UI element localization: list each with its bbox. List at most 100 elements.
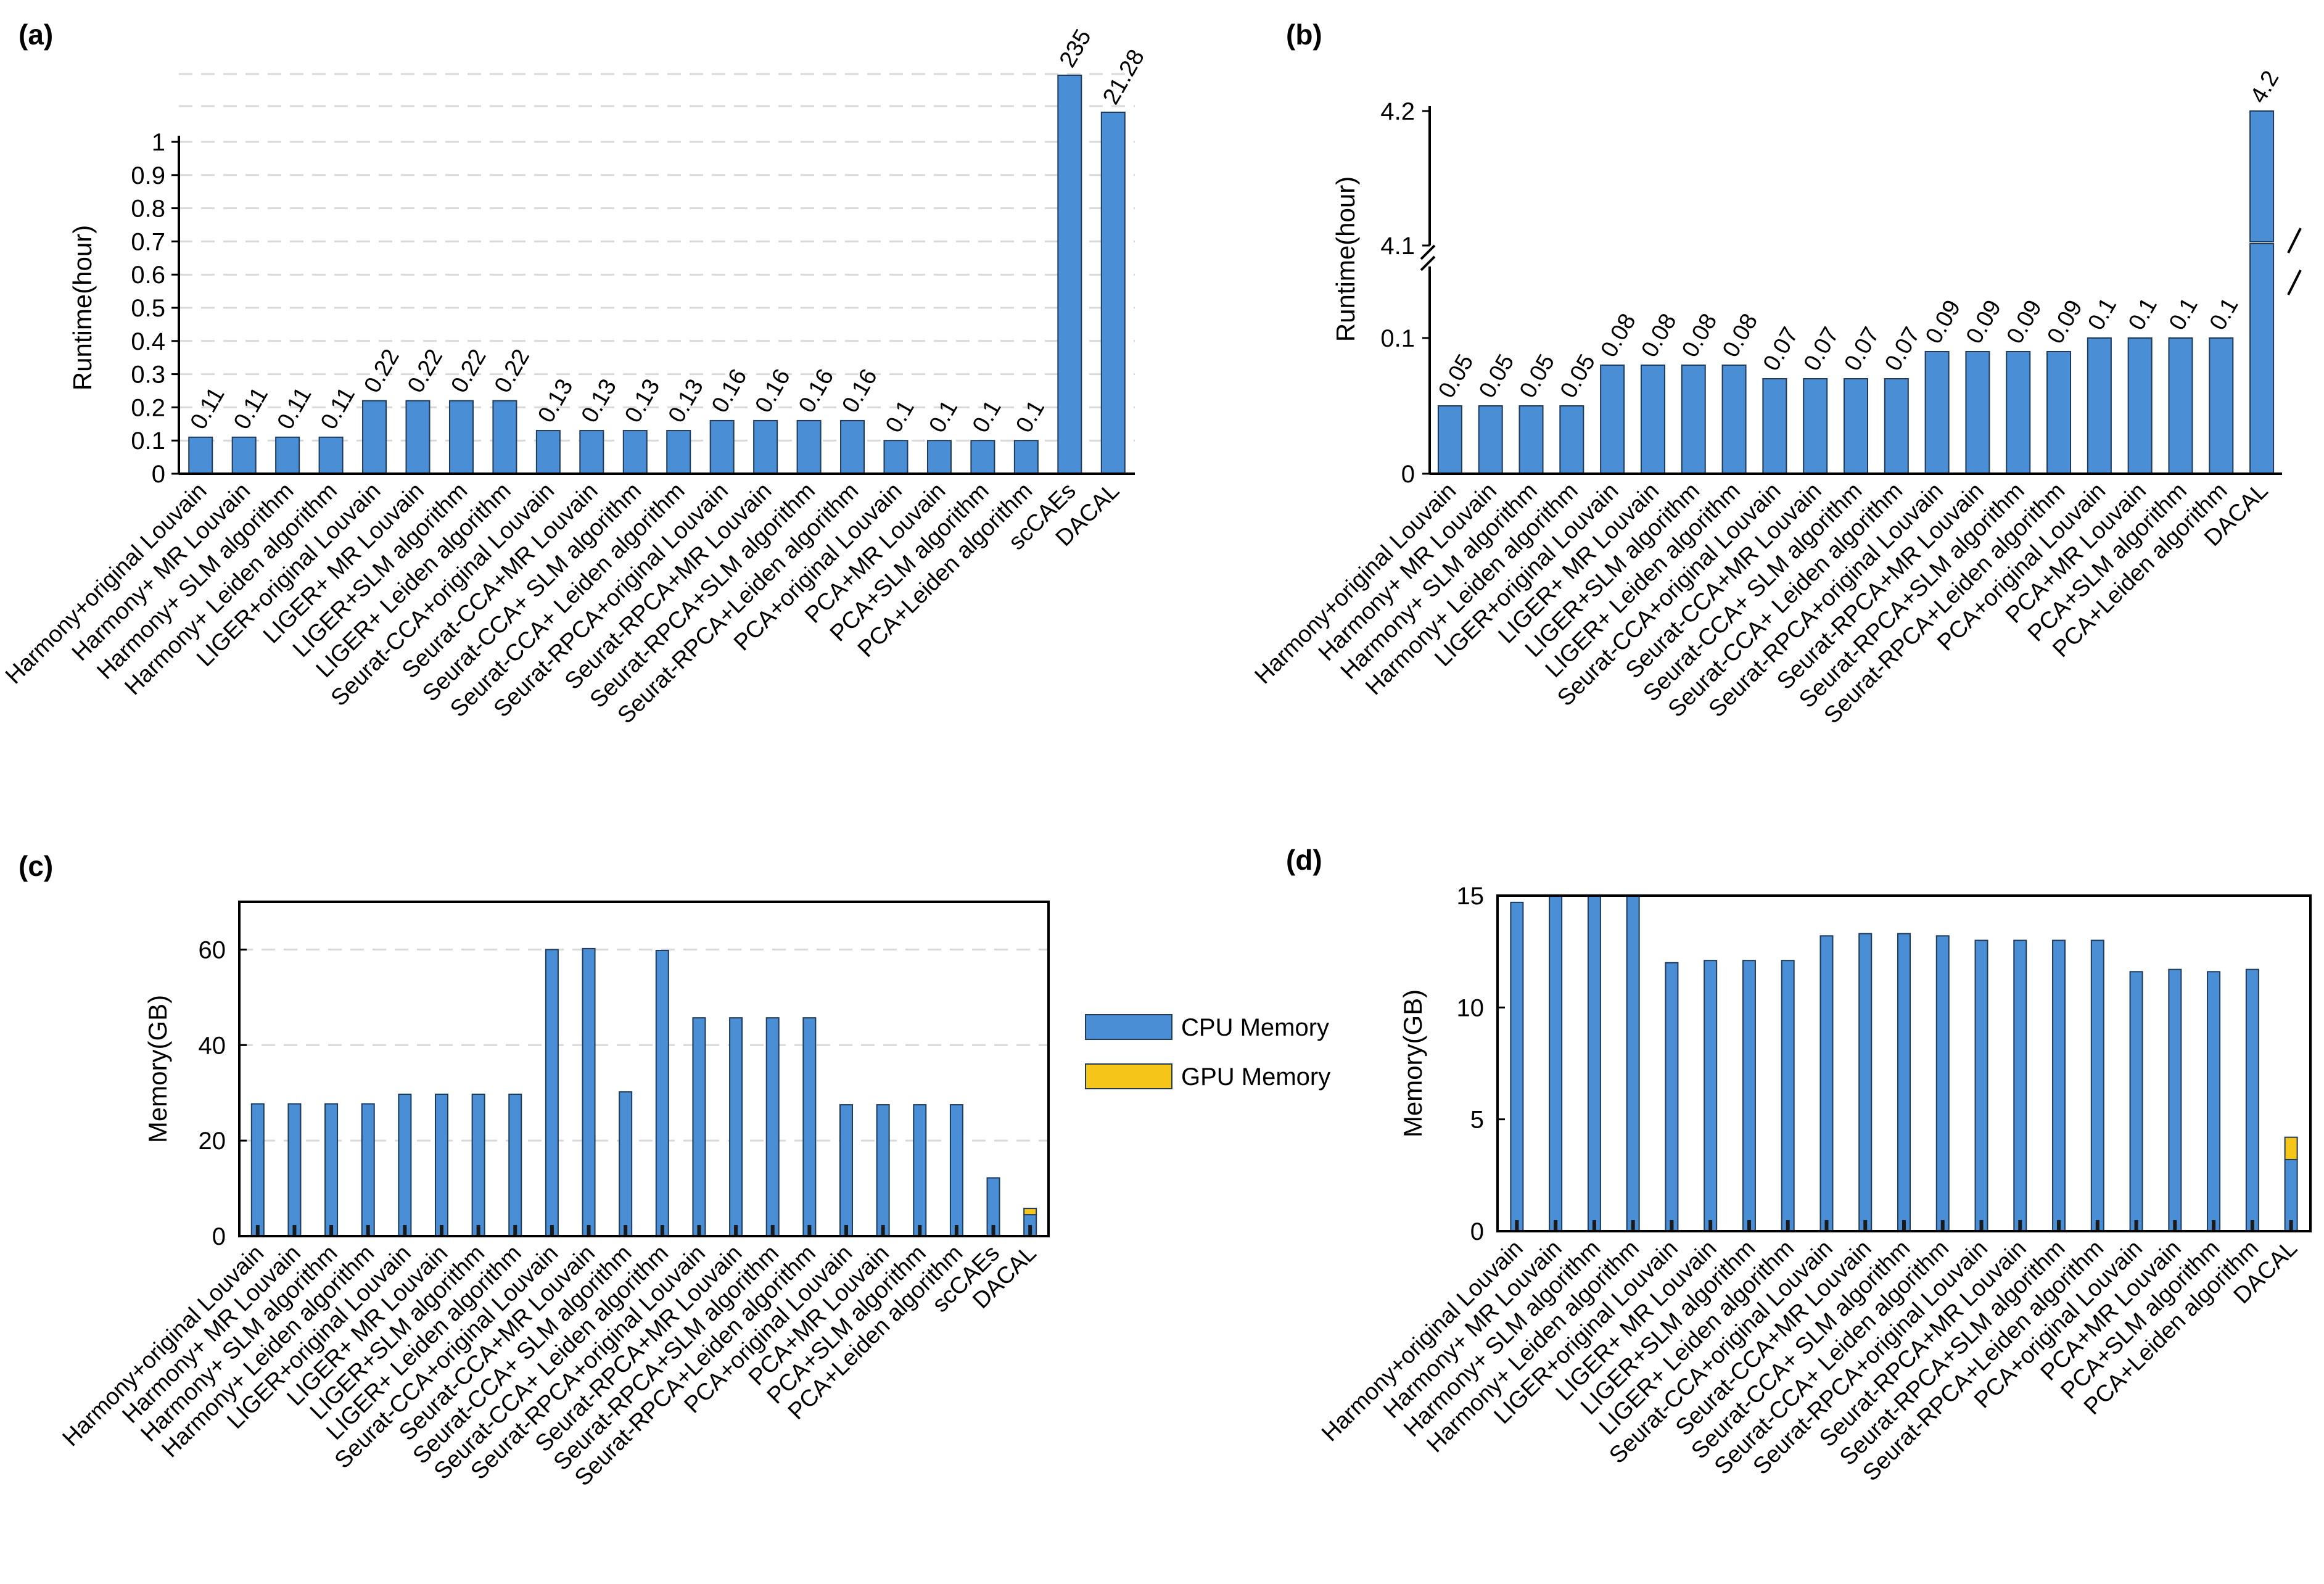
bar-base-mark — [2095, 1220, 2099, 1231]
bar-base-mark — [918, 1225, 922, 1236]
bar-cpu — [1549, 895, 1563, 1232]
bar-cpu — [655, 949, 669, 1237]
bar-cpu — [435, 1094, 448, 1237]
y-tick-label: 0.1 — [1380, 325, 1415, 352]
bar-cpu — [2013, 939, 2027, 1232]
bar — [1437, 405, 1462, 474]
bar-cpu — [2245, 968, 2259, 1232]
y-tick-label: 40 — [199, 1032, 226, 1059]
y-tick-label: 0 — [1401, 461, 1415, 488]
bar-base-mark — [1515, 1220, 1519, 1231]
bar — [535, 430, 561, 474]
plot-frame — [238, 901, 1050, 1237]
bar-base-mark — [991, 1225, 995, 1236]
bar-base-mark — [255, 1225, 260, 1236]
bar-cpu — [582, 947, 596, 1237]
bar-base-mark — [329, 1225, 334, 1236]
bar — [2209, 337, 2234, 474]
bar-cpu — [729, 1017, 743, 1237]
plot-frame — [1496, 894, 2312, 1232]
bar — [492, 400, 517, 475]
bar-cpu — [324, 1103, 339, 1237]
bar-base-mark — [403, 1225, 407, 1236]
bar — [405, 400, 431, 475]
bar — [2127, 337, 2153, 474]
bar-base-mark — [770, 1225, 775, 1236]
bar-base-mark — [2018, 1220, 2022, 1231]
bar — [666, 430, 691, 474]
y-axis-label: Memory(GB) — [1398, 989, 1427, 1137]
bar — [1924, 351, 1950, 474]
y-tick-label: 4.2 — [1380, 98, 1415, 125]
y-tick-label: 1 — [152, 129, 165, 156]
bar — [1057, 75, 1082, 474]
y-axis-label: Runtime(hour) — [68, 225, 97, 390]
bar-base-mark — [2173, 1220, 2177, 1231]
bar-cpu — [250, 1103, 265, 1237]
bar-cpu — [1742, 960, 1756, 1232]
bar-cpu — [471, 1094, 485, 1237]
y-tick-label: 0.4 — [131, 328, 165, 355]
bar — [622, 430, 648, 474]
bar-cpu — [1858, 933, 1873, 1232]
bar-cpu — [1665, 962, 1679, 1232]
bar-base-mark — [844, 1225, 848, 1236]
bar — [579, 430, 604, 474]
bar — [318, 436, 344, 475]
bar-base-mark — [1708, 1220, 1713, 1231]
bar-base-mark — [366, 1225, 370, 1236]
legend-label-cpu: CPU Memory — [1181, 1014, 1329, 1041]
bar-cpu — [361, 1103, 375, 1237]
bar-cpu — [2052, 939, 2066, 1232]
bar — [1013, 440, 1039, 475]
bar-cpu — [2207, 971, 2221, 1232]
y-tick-label: 10 — [1457, 994, 1485, 1021]
bar — [448, 400, 474, 475]
bar-cpu — [508, 1094, 522, 1237]
bar — [1100, 112, 1126, 474]
bar-base-mark — [807, 1225, 812, 1236]
bar — [970, 440, 995, 475]
axis-break-mark — [2287, 228, 2302, 254]
panel-label: (d) — [1286, 844, 1322, 876]
y-tick-label: 15 — [1457, 883, 1485, 910]
bar — [1681, 365, 1706, 474]
bar — [2249, 110, 2275, 242]
bar — [2087, 337, 2112, 474]
y-tick-label: 0.6 — [131, 262, 165, 289]
bar — [1884, 378, 1909, 474]
panel-label: (c) — [19, 850, 53, 882]
bar-base-mark — [1670, 1220, 1674, 1231]
bar — [796, 419, 822, 474]
y-tick-label: 0.5 — [131, 295, 165, 322]
bar-base-mark — [1979, 1220, 1984, 1231]
bar-cpu — [619, 1091, 633, 1237]
bar-cpu — [1510, 901, 1524, 1232]
legend-swatch-gpu — [1085, 1063, 1172, 1089]
bar — [2168, 337, 2193, 474]
bar — [362, 400, 387, 475]
bar-cpu — [545, 949, 559, 1237]
y-axis-label: Memory(GB) — [143, 995, 172, 1143]
bar — [1600, 365, 1625, 474]
legend-swatch-cpu — [1085, 1014, 1172, 1040]
bar-cpu — [765, 1017, 780, 1237]
bar — [840, 419, 865, 474]
bar — [231, 436, 257, 475]
y-tick-label: 60 — [199, 936, 226, 963]
bar-gpu — [1023, 1208, 1037, 1216]
bar — [926, 440, 952, 475]
y-tick-label: 0.7 — [131, 228, 165, 255]
bar — [1721, 365, 1747, 474]
y-tick-label: 0.2 — [131, 394, 165, 421]
bar-base-mark — [2212, 1220, 2216, 1231]
y-tick-label: 20 — [199, 1128, 226, 1155]
bar — [1844, 378, 1868, 474]
bar-cpu — [2129, 971, 2143, 1232]
bar-cpu — [1626, 895, 1640, 1232]
bar-base-mark — [1747, 1220, 1751, 1231]
bar-base-mark — [624, 1225, 628, 1236]
